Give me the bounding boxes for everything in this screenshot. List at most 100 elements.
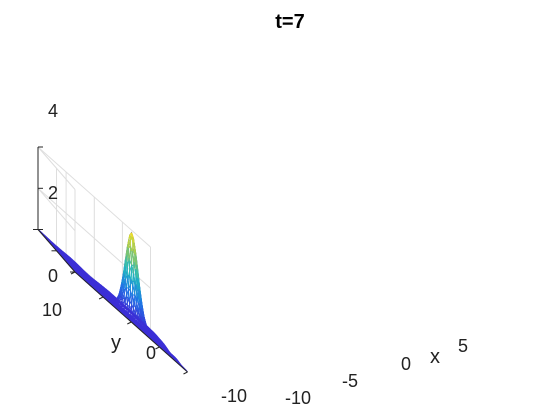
mesh-segment [152,332,154,334]
mesh-segment [157,340,159,343]
mesh-segment [91,280,94,283]
mesh-segment [49,240,51,242]
mesh-segment [108,295,110,298]
mesh-segment [100,286,102,288]
mesh-segment [97,282,99,284]
mesh-segment [61,253,64,256]
mesh-segment [162,344,164,346]
mesh-segment [96,283,99,285]
mesh-segment [131,311,133,313]
mesh-segment [76,268,78,270]
mesh-segment [160,340,162,342]
mesh-segment [137,270,139,279]
mesh-segment [112,294,114,297]
mesh-segment [119,306,122,308]
mesh-segment [133,323,135,325]
mesh-segment [146,330,148,332]
mesh-segment [60,250,62,252]
mesh-segment [87,278,89,280]
mesh-segment [55,247,57,249]
mesh-segment [124,314,127,317]
mesh-segment [132,314,134,317]
mesh-segment [161,344,164,346]
mesh-segment [58,247,60,249]
mesh-segment [126,307,128,309]
mesh-segment [179,363,182,365]
mesh-segment [111,300,113,302]
mesh-segment [109,298,111,300]
mesh-segment [136,323,139,325]
mesh-segment [170,354,172,357]
mesh-segment [55,245,57,247]
mesh-segment [88,277,91,280]
mesh-segment [106,291,109,293]
mesh-segment [162,345,164,347]
mesh-segment [141,327,144,329]
mesh-segment [116,302,118,304]
mesh-segment [123,274,125,285]
mesh-segment [87,279,89,281]
mesh-segment [94,283,96,285]
mesh-segment [55,245,58,248]
mesh-segment [69,260,71,263]
mesh-segment [152,339,155,341]
mesh-segment [81,272,84,275]
mesh-segment [90,276,92,278]
mesh-segment [134,323,137,325]
mesh-segment [159,338,161,341]
mesh-segment [73,264,75,266]
mesh-segment [162,347,165,350]
mesh-segment [160,342,162,344]
mesh-segment [153,332,155,334]
mesh-segment [139,287,141,294]
mesh-segment [140,321,143,324]
mesh-segment [119,309,122,311]
mesh-segment [127,308,129,310]
mesh-segment [95,283,97,286]
mesh-segment [155,337,157,340]
mesh-segment [92,283,94,286]
mesh-segment [116,303,119,305]
mesh-segment [56,246,58,248]
mesh-segment [123,305,125,307]
mesh-segment [116,300,119,302]
mesh-segment [123,311,125,313]
mesh-segment [158,342,160,345]
mesh-segment [91,283,94,285]
mesh-segment [126,312,129,314]
grid-line [37,146,76,190]
mesh-segment [82,274,84,276]
mesh-segment [143,331,145,333]
mesh-segment [88,279,90,282]
mesh-segment [96,284,99,286]
mesh-segment [127,309,129,311]
mesh-segment [159,339,161,341]
mesh-segment [147,334,150,336]
mesh-segment [114,304,116,306]
mesh-segment [160,347,163,349]
mesh-segment [155,341,157,343]
mesh-segment [145,331,147,334]
mesh-segment [133,318,135,321]
mesh-segment [132,320,134,322]
mesh-segment [72,263,74,266]
mesh-segment [141,327,143,330]
mesh-segment [143,324,145,326]
mesh-segment [93,279,95,281]
mesh-segment [108,298,110,301]
mesh-segment [89,280,92,282]
mesh-segment [109,291,111,293]
mesh-segment [158,340,160,343]
mesh-segment [162,348,165,351]
mesh-segment [146,328,149,330]
mesh-segment [135,320,137,322]
mesh-segment [170,353,172,355]
mesh-segment [73,265,75,267]
mesh-segment [125,297,127,304]
x-tick [183,371,188,375]
mesh-segment [170,356,173,358]
mesh-segment [69,260,71,262]
mesh-segment [92,281,94,283]
mesh-segment [150,336,152,338]
mesh-segment [102,287,104,289]
